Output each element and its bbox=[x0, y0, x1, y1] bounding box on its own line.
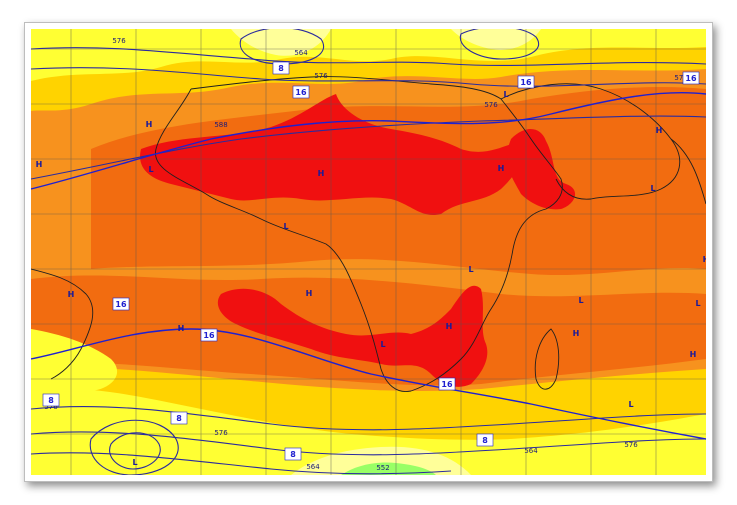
low-pressure-marker: L bbox=[578, 296, 583, 305]
cooler-zone-north-east bbox=[451, 29, 541, 50]
isotherm-value-badge: 8 bbox=[42, 393, 60, 407]
coolest-zone-south bbox=[341, 462, 436, 475]
high-pressure-marker: H bbox=[36, 160, 43, 169]
isotherm-labels: 8 16 16 16 16 16 16 8 8 8 8 bbox=[42, 61, 700, 461]
contour-value-label: 576 bbox=[44, 403, 58, 411]
coast-india bbox=[670, 138, 706, 205]
high-pressure-marker: H bbox=[690, 350, 697, 359]
isotherm-value-badge: 16 bbox=[517, 75, 535, 89]
coast-south-america bbox=[31, 268, 94, 380]
high-pressure-marker: H bbox=[68, 290, 75, 299]
low-pressure-marker: L bbox=[148, 165, 153, 174]
high-pressure-marker: H bbox=[446, 322, 453, 331]
very-hot-sahara bbox=[140, 94, 524, 216]
map-frame: 576 564 576 588 576 576 576 576 564 552 564 576 8 16… bbox=[24, 22, 713, 482]
contour-line bbox=[31, 67, 706, 87]
high-pressure-marker: H bbox=[656, 126, 663, 135]
isotherm-value-badge: 16 bbox=[682, 71, 700, 85]
coast-africa-west bbox=[155, 88, 412, 392]
high-pressure-marker: H bbox=[573, 329, 580, 338]
contour-line bbox=[31, 115, 706, 180]
coastlines bbox=[31, 76, 706, 392]
isotherm-value-label: 16 bbox=[441, 380, 453, 389]
isotherm-value-badge: 16 bbox=[112, 297, 130, 311]
isotherm-value-badge: 16 bbox=[438, 377, 456, 391]
hot-band-south bbox=[31, 275, 706, 386]
low-pressure-marker: L bbox=[380, 340, 385, 349]
low-pressure-marker: L bbox=[650, 184, 655, 193]
isotherm-value-label: 16 bbox=[203, 331, 215, 340]
contour-value-label: 564 bbox=[524, 447, 538, 455]
isotherm-value-label: 16 bbox=[520, 78, 532, 87]
isotherm-value-badge: 8 bbox=[284, 447, 302, 461]
cool-zone-north bbox=[31, 29, 706, 81]
contour-ring-south-inner bbox=[109, 432, 161, 470]
contour-value-label: 552 bbox=[376, 464, 389, 472]
coast-madagascar bbox=[534, 328, 560, 390]
contour-value-label: 576 bbox=[484, 101, 498, 109]
contour-ring-north-east bbox=[459, 29, 539, 60]
contour-value-label: 564 bbox=[306, 463, 320, 471]
contour-value-label: 576 bbox=[112, 37, 126, 45]
contour-value-label: 564 bbox=[294, 49, 308, 57]
high-pressure-marker: H bbox=[703, 255, 706, 264]
contour-labels: 576 564 576 588 576 576 576 576 564 552 564 576 bbox=[44, 37, 688, 472]
isotherm-value-badge: 8 bbox=[170, 411, 188, 425]
contour-line bbox=[31, 452, 452, 475]
isotherm-line bbox=[31, 92, 706, 190]
isotherm-value-label: 16 bbox=[115, 300, 127, 309]
isotherm-value-badge: 16 bbox=[292, 85, 310, 99]
isotherm-line bbox=[31, 328, 706, 440]
very-hot-africa-south bbox=[217, 285, 488, 387]
low-pressure-marker: L bbox=[132, 458, 137, 467]
isotherm-value-badge: 8 bbox=[476, 433, 494, 447]
coast-mediterranean bbox=[190, 76, 502, 100]
contour-line bbox=[31, 47, 706, 66]
contour-line bbox=[31, 431, 706, 456]
high-pressure-marker: H bbox=[498, 164, 505, 173]
pressure-markers: H L H H H L H H L L H H H L H L L L H H L L bbox=[36, 90, 706, 467]
map-canvas: 576 564 576 588 576 576 576 576 564 552 564 576 8 16… bbox=[31, 29, 706, 475]
isotherm-value-badge: 16 bbox=[200, 328, 218, 342]
contour-value-label: 576 bbox=[624, 441, 638, 449]
high-pressure-marker: H bbox=[306, 289, 313, 298]
isotherm-value-label: 8 bbox=[176, 414, 182, 423]
high-pressure-marker: H bbox=[146, 120, 153, 129]
isotherm-value-badge: 8 bbox=[272, 61, 290, 75]
contour-value-label: 588 bbox=[214, 121, 227, 129]
geopotential-contours bbox=[31, 29, 706, 475]
contour-value-label: 576 bbox=[314, 72, 328, 80]
low-pressure-marker: L bbox=[503, 90, 508, 99]
contour-ring-north bbox=[239, 29, 324, 65]
isotherm-value-label: 16 bbox=[685, 74, 697, 83]
contour-value-label: 576 bbox=[214, 429, 228, 437]
isotherm-value-label: 16 bbox=[295, 88, 307, 97]
contour-value-label: 576 bbox=[674, 74, 688, 82]
low-pressure-marker: L bbox=[628, 400, 633, 409]
coast-arabia bbox=[500, 83, 681, 200]
weather-map: 576 564 576 588 576 576 576 576 564 552 564 576 8 16… bbox=[31, 29, 706, 475]
very-hot-arabia bbox=[507, 129, 576, 210]
coast-africa-east bbox=[410, 98, 563, 392]
isotherm-value-label: 8 bbox=[48, 396, 54, 405]
isotherm-value-label: 8 bbox=[482, 436, 488, 445]
contour-ring-south bbox=[89, 419, 179, 475]
low-pressure-marker: L bbox=[283, 222, 288, 231]
isotherm-value-label: 8 bbox=[278, 64, 284, 73]
lat-lon-grid bbox=[31, 29, 706, 475]
low-pressure-marker: L bbox=[695, 299, 700, 308]
low-pressure-marker: L bbox=[468, 265, 473, 274]
cool-zone-south bbox=[31, 388, 706, 475]
contour-line bbox=[31, 406, 706, 431]
high-pressure-marker: H bbox=[178, 324, 185, 333]
high-pressure-marker: H bbox=[318, 169, 325, 178]
isotherms bbox=[31, 92, 706, 440]
isotherm-value-label: 8 bbox=[290, 450, 296, 459]
